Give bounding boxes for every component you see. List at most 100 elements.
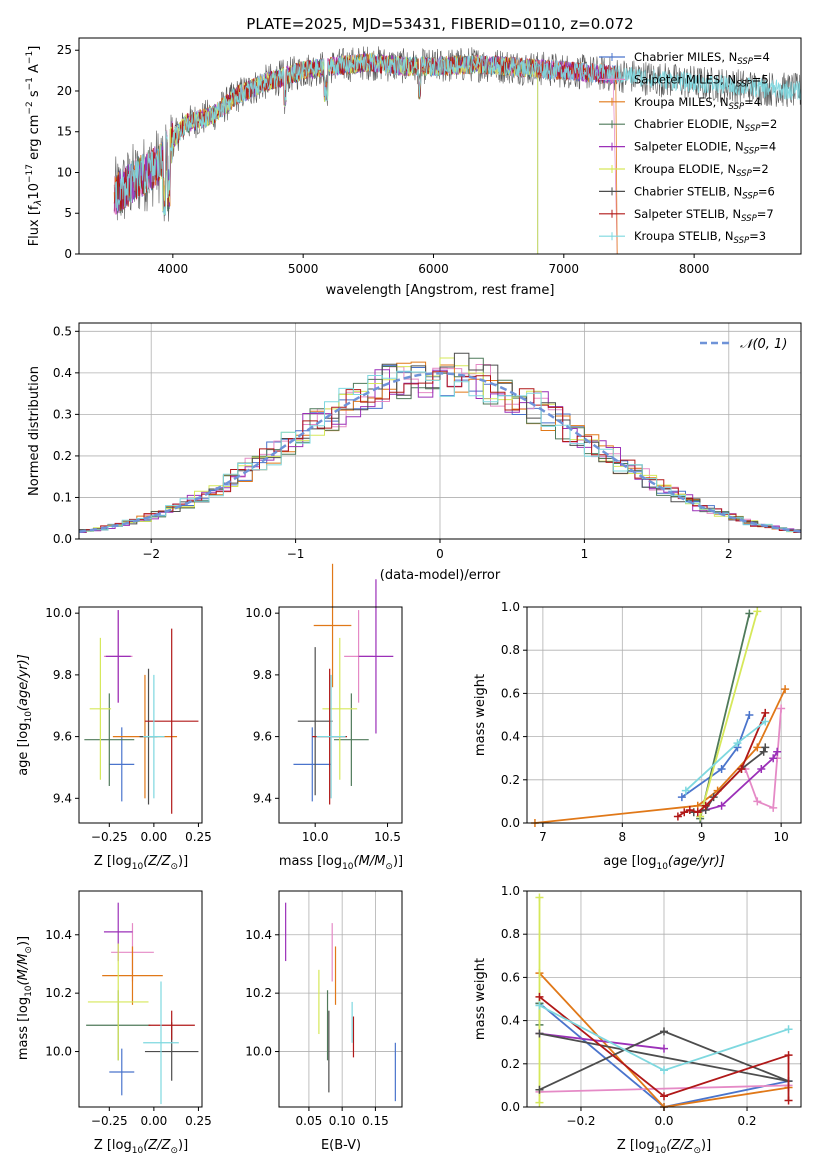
age-weight-marker-chabrier_miles (677, 793, 686, 802)
z-weight-marker-salpeter_stelib (784, 1096, 793, 1105)
p7-frame (278, 890, 403, 1108)
histogram-step-kroupa_stelib (79, 370, 801, 532)
p6-xtick-label: 0.25 (185, 1114, 212, 1128)
p4-xtick-label: 10.5 (374, 830, 401, 844)
spectrum-lines (113, 46, 802, 255)
histogram-yticks: 0.0 0.1 0.2 0.3 0.4 0.5 (53, 324, 79, 546)
p7-xtick-label: 0.15 (362, 1114, 389, 1128)
spectrum-ytick-label: 15 (57, 125, 72, 139)
p5-xtick-label: 8 (618, 830, 626, 844)
p4-xtick-label: 10.0 (302, 830, 329, 844)
age-weight-marker-salpeter_miles (753, 797, 762, 806)
p6-xtick-label: 0.00 (141, 1114, 168, 1128)
p7-ytick-label: 10.4 (245, 928, 272, 942)
spectrum-ytick-label: 10 (57, 165, 72, 179)
age-weight-marker-salpeter_stelib (673, 812, 682, 821)
p5-ytick-label: 0.8 (501, 643, 520, 657)
p8-xtick-label: 0.2 (737, 1114, 756, 1128)
legend-label-salpeter_miles: Salpeter MILES, NSSP=5 (634, 72, 769, 89)
z-mass-xlabel: Z [log10(Z/Z⊙)] (94, 1138, 188, 1156)
spectrum-ytick-label: 20 (57, 84, 72, 98)
p4-frame (278, 606, 403, 824)
age-weight-marker-salpeter_stelib (701, 801, 710, 810)
spectrum-line-kroupa_stelib (115, 53, 802, 216)
histogram-ytick-label: 0.1 (53, 490, 72, 504)
spectrum-title: PLATE=2025, MJD=53431, FIBERID=0110, z=0… (246, 15, 633, 33)
spectrum-panel: PLATE=2025, MJD=53431, FIBERID=0110, z=0… (25, 15, 802, 298)
z-mass-ylabel: mass [log10(M/M⊙)] (16, 936, 34, 1060)
legend-label-kroupa_elodie: Kroupa ELODIE, NSSP=2 (634, 162, 769, 179)
z-weight-line-salpeter_stelib (538, 996, 790, 1101)
spectrum-xlabel: wavelength [Angstrom, rest frame] (326, 283, 555, 298)
z-weight-marker-salpeter_stelib (535, 992, 544, 1001)
z-age-panel: −0.25 0.00 0.25 9.4 9.6 9.8 10.0 (45, 606, 212, 844)
p7-ytick-label: 10.0 (245, 1045, 272, 1059)
p8-xtick-label: 0.0 (654, 1114, 673, 1128)
age-weight-panel: 7 8 9 10 0.0 0.2 0.4 0.6 0.8 1.0 (501, 600, 802, 844)
z-weight-line-salpeter_miles (539, 1084, 789, 1093)
p6-xtick-label: −0.25 (91, 1114, 128, 1128)
age-weight-line-kroupa_elodie (699, 611, 759, 817)
age-weight-marker-kroupa_stelib (761, 717, 770, 726)
z-weight-marker-chabrier_stelib (535, 1085, 544, 1094)
spectrum-yticks: 0 5 10 15 20 25 (57, 43, 79, 261)
age-weight-marker-kroupa_elodie (753, 607, 762, 616)
p3-ytick-label: 9.8 (53, 668, 72, 682)
spectrum-ytick-label: 25 (57, 43, 72, 57)
histogram-ytick-label: 0.4 (53, 366, 72, 380)
p8-ytick-label: 0.6 (501, 970, 520, 984)
ebv-xlabel: E(B-V) (321, 1138, 361, 1153)
normal-legend-label: 𝒩(0, 1) (740, 337, 787, 352)
z-weight-marker-chabrier_stelib (660, 1027, 668, 1036)
p7-ytick-label: 10.2 (245, 986, 272, 1000)
spectrum-xticks: 4000 5000 6000 7000 8000 (158, 254, 709, 276)
age-weight-marker-salpeter_stelib (685, 806, 694, 815)
p3-ytick-label: 9.6 (53, 730, 72, 744)
spectrum-line-salpeter_miles (113, 52, 618, 255)
spectrum-frame (78, 37, 802, 255)
histogram-ylabel: Normed distribution (27, 366, 42, 496)
age-weight-ylabel: mass weight (473, 674, 488, 756)
legend-label-chabrier_miles: Chabrier MILES, NSSP=4 (634, 50, 770, 67)
spectrum-xtick-label: 5000 (288, 262, 319, 276)
p8-ytick-label: 0.0 (501, 1100, 520, 1114)
p5-ytick-label: 0.2 (501, 773, 520, 787)
age-weight-marker-salpeter_stelib (693, 808, 702, 817)
age-weight-marker-salpeter_miles (777, 704, 786, 713)
legend-label-salpeter_elodie: Salpeter ELODIE, NSSP=4 (634, 140, 776, 157)
age-weight-line-kroupa_stelib (685, 720, 766, 792)
age-weight-marker-kroupa_miles (781, 685, 790, 694)
p5-ytick-label: 0.6 (501, 686, 520, 700)
age-weight-marker-salpeter_stelib (761, 708, 770, 717)
z-weight-panel: −0.2 0.0 0.2 0.0 0.2 0.4 0.6 0.8 1.0 (501, 884, 802, 1128)
histogram-ytick-label: 0.5 (53, 324, 72, 338)
p6-frame (78, 890, 203, 1108)
p4-ytick-label: 10.0 (245, 606, 272, 620)
mass-age-panel: 10.0 10.5 9.4 9.6 9.8 10.0 (245, 563, 403, 844)
p7-xtick-label: 0.10 (329, 1114, 356, 1128)
mass-age-xlabel: mass [log10(M/M⊙)] (279, 854, 403, 872)
z-weight-line-chabrier_stelib (539, 1030, 789, 1091)
spectrum-ytick-label: 5 (64, 206, 72, 220)
p8-ytick-label: 0.2 (501, 1057, 520, 1071)
histogram-xtick-label: 1 (581, 547, 589, 561)
z-weight-marker-salpeter_stelib (660, 1092, 668, 1101)
histogram-ytick-label: 0.0 (53, 532, 72, 546)
age-weight-marker-chabrier_miles (717, 765, 726, 773)
z-mass-panel: −0.25 0.00 0.25 10.0 10.2 10.4 (45, 890, 212, 1128)
z-weight-marker-kroupa_stelib (660, 1066, 668, 1075)
age-weight-marker-salpeter_stelib (737, 765, 746, 773)
p5-xtick-label: 10 (774, 830, 789, 844)
age-weight-marker-salpeter_miles (769, 803, 778, 812)
p5-ytick-label: 0.0 (501, 816, 520, 830)
p3-xtick-label: 0.25 (185, 830, 212, 844)
histogram-ytick-label: 0.2 (53, 449, 72, 463)
legend-label-kroupa_miles: Kroupa MILES, NSSP=4 (634, 95, 761, 112)
age-weight-marker-salpeter_elodie (773, 747, 782, 756)
p5-ytick-label: 1.0 (501, 600, 520, 614)
p3-xtick-label: −0.25 (91, 830, 128, 844)
age-weight-marker-chabrier_miles (745, 711, 754, 719)
histogram-xtick-label: −2 (142, 547, 160, 561)
p4-ytick-label: 9.8 (253, 668, 272, 682)
spectrum-line-kroupa_elodie (159, 52, 539, 254)
